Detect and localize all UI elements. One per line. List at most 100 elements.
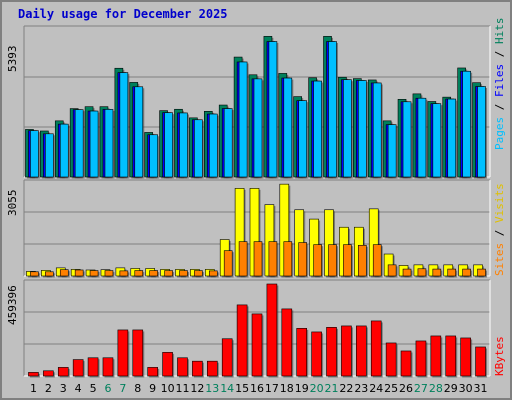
pages-bar: [387, 124, 397, 178]
pages-bar: [477, 86, 486, 178]
sites-bar: [104, 270, 114, 277]
sites-bar: [149, 270, 158, 277]
kbytes-bar: [326, 327, 337, 377]
pages-bar: [164, 112, 173, 178]
sites-bar: [372, 244, 382, 277]
x-tick-label: 19: [295, 382, 309, 395]
kbytes-bar: [460, 337, 471, 377]
x-tick-label: 11: [175, 382, 189, 395]
x-tick-label: 2: [45, 382, 52, 395]
pages-bar: [343, 79, 352, 178]
pages-bar: [74, 109, 84, 178]
x-tick-label: 1: [30, 382, 37, 395]
x-tick-label: 17: [265, 382, 279, 395]
kbytes-bar: [445, 335, 457, 377]
sites-bar: [387, 264, 397, 277]
pages-bar: [208, 113, 218, 178]
sites-bar: [208, 270, 218, 277]
sites-bar: [30, 271, 39, 277]
x-tick-label: 7: [119, 382, 126, 395]
pages-bar: [268, 41, 278, 178]
sites-bar: [313, 244, 322, 277]
sites-bar: [298, 242, 308, 277]
kbytes-bar: [57, 367, 69, 377]
kbytes-bar: [177, 357, 188, 377]
kbytes-bar: [192, 360, 203, 377]
kbytes-bar: [251, 313, 263, 377]
pages-bar: [462, 70, 471, 178]
pages-bar: [447, 98, 457, 178]
pages-bar: [417, 97, 427, 178]
x-tick-label: 14: [220, 382, 234, 395]
kbytes-bar: [87, 357, 99, 377]
kbytes-bar: [28, 372, 39, 377]
kbytes-bar: [341, 325, 352, 377]
sites-bar: [179, 270, 188, 277]
sites-bar: [447, 268, 457, 277]
kbytes-bar: [147, 367, 158, 377]
sites-bar: [134, 270, 144, 277]
x-tick-label: 18: [280, 382, 294, 395]
x-tick-label: 5: [90, 382, 97, 395]
pages-bar: [283, 77, 293, 178]
kbytes-bar: [296, 328, 308, 377]
x-tick-label: 24: [369, 382, 383, 395]
x-tick-label: 3: [60, 382, 67, 395]
pages-bar: [253, 78, 263, 178]
x-tick-label: 15: [235, 382, 249, 395]
pages-bar: [328, 41, 337, 178]
x-tick-label: 6: [104, 382, 111, 395]
pages-bar: [45, 133, 54, 178]
x-tick-label: 8: [134, 382, 141, 395]
pages-bar: [89, 110, 99, 178]
sites-bar: [432, 268, 442, 277]
sites-bar: [74, 269, 84, 277]
sites-bar: [268, 241, 278, 277]
sites-bar: [45, 271, 54, 277]
pages-bar: [372, 82, 382, 178]
kbytes-bar: [43, 370, 54, 377]
kbytes-bar: [281, 308, 293, 377]
sites-bar: [194, 270, 203, 277]
x-tick-label: 21: [325, 382, 339, 395]
pages-bar: [149, 134, 158, 178]
pages-bar: [194, 119, 203, 178]
pages-bar: [238, 61, 248, 178]
x-tick-label: 30: [459, 382, 473, 395]
x-tick-label: 20: [310, 382, 324, 395]
sites-bar: [238, 241, 248, 277]
pages-bar: [104, 109, 114, 178]
pages-bar: [432, 103, 442, 178]
x-tick-label: 29: [444, 382, 458, 395]
pages-bar: [30, 130, 39, 178]
kbytes-bar: [206, 360, 218, 377]
sites-bar: [462, 268, 471, 277]
pages-bar: [358, 80, 367, 178]
sites-bar: [402, 268, 412, 277]
kbytes-bar: [266, 283, 278, 377]
sites-bar: [328, 244, 337, 277]
kbytes-bar: [370, 320, 382, 377]
sites-bar: [119, 270, 129, 277]
kbytes-bar: [221, 338, 233, 377]
sites-bar: [59, 269, 69, 277]
sites-bar: [283, 241, 293, 277]
x-tick-label: 25: [384, 382, 398, 395]
x-tick-label: 22: [339, 382, 353, 395]
kbytes-bar: [385, 342, 397, 377]
pages-bar: [223, 108, 233, 178]
pages-bar: [402, 101, 412, 178]
kbytes-bar: [475, 346, 486, 377]
sites-bar: [358, 244, 367, 277]
pages-bar: [59, 123, 69, 178]
pages-bar: [179, 112, 188, 178]
kbytes-bar: [72, 359, 84, 377]
chart-title: Daily usage for December 2025: [18, 7, 228, 21]
kbytes-bar: [415, 340, 427, 377]
x-tick-label: 12: [190, 382, 204, 395]
kbytes-bar: [132, 329, 144, 377]
x-tick-label: 13: [205, 382, 219, 395]
pages-bar: [298, 100, 308, 178]
sites-bar: [89, 270, 99, 277]
x-tick-label: 10: [161, 382, 175, 395]
